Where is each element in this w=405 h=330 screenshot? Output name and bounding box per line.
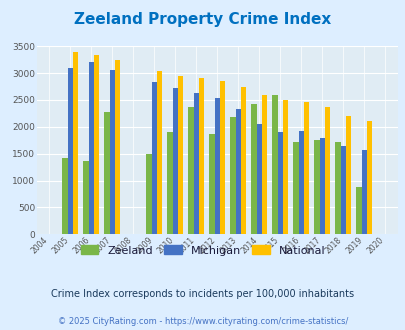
Bar	[251, 104, 256, 234]
Bar	[188, 107, 193, 234]
Bar	[83, 161, 88, 234]
Bar	[303, 102, 308, 234]
Bar	[277, 132, 282, 234]
Bar	[345, 115, 350, 234]
Bar	[235, 109, 240, 234]
Bar	[219, 81, 224, 234]
Bar	[72, 51, 78, 234]
Bar	[340, 146, 345, 234]
Bar	[167, 132, 172, 234]
Text: © 2025 CityRating.com - https://www.cityrating.com/crime-statistics/: © 2025 CityRating.com - https://www.city…	[58, 317, 347, 326]
Bar	[230, 116, 235, 234]
Bar	[319, 138, 324, 234]
Bar	[209, 134, 214, 234]
Bar	[115, 60, 120, 234]
Bar	[62, 158, 67, 234]
Bar	[94, 55, 99, 234]
Bar	[335, 142, 340, 234]
Bar	[313, 140, 319, 234]
Bar	[67, 68, 72, 234]
Bar	[109, 70, 115, 234]
Bar	[324, 108, 329, 234]
Bar	[214, 98, 219, 234]
Bar	[88, 62, 94, 234]
Bar	[156, 72, 162, 234]
Bar	[298, 131, 303, 234]
Bar	[256, 124, 261, 234]
Bar	[261, 95, 266, 234]
Bar	[198, 79, 204, 234]
Legend: Zeeland, Michigan, National: Zeeland, Michigan, National	[76, 241, 329, 260]
Bar	[172, 88, 177, 234]
Bar	[240, 87, 245, 234]
Bar	[356, 187, 361, 234]
Bar	[151, 82, 156, 234]
Bar	[104, 112, 109, 234]
Bar	[366, 121, 371, 234]
Bar	[293, 142, 298, 234]
Bar	[361, 150, 366, 234]
Text: Zeeland Property Crime Index: Zeeland Property Crime Index	[74, 12, 331, 26]
Bar	[282, 100, 288, 234]
Text: Crime Index corresponds to incidents per 100,000 inhabitants: Crime Index corresponds to incidents per…	[51, 289, 354, 299]
Bar	[146, 154, 151, 234]
Bar	[193, 93, 198, 234]
Bar	[177, 76, 183, 234]
Bar	[272, 95, 277, 234]
